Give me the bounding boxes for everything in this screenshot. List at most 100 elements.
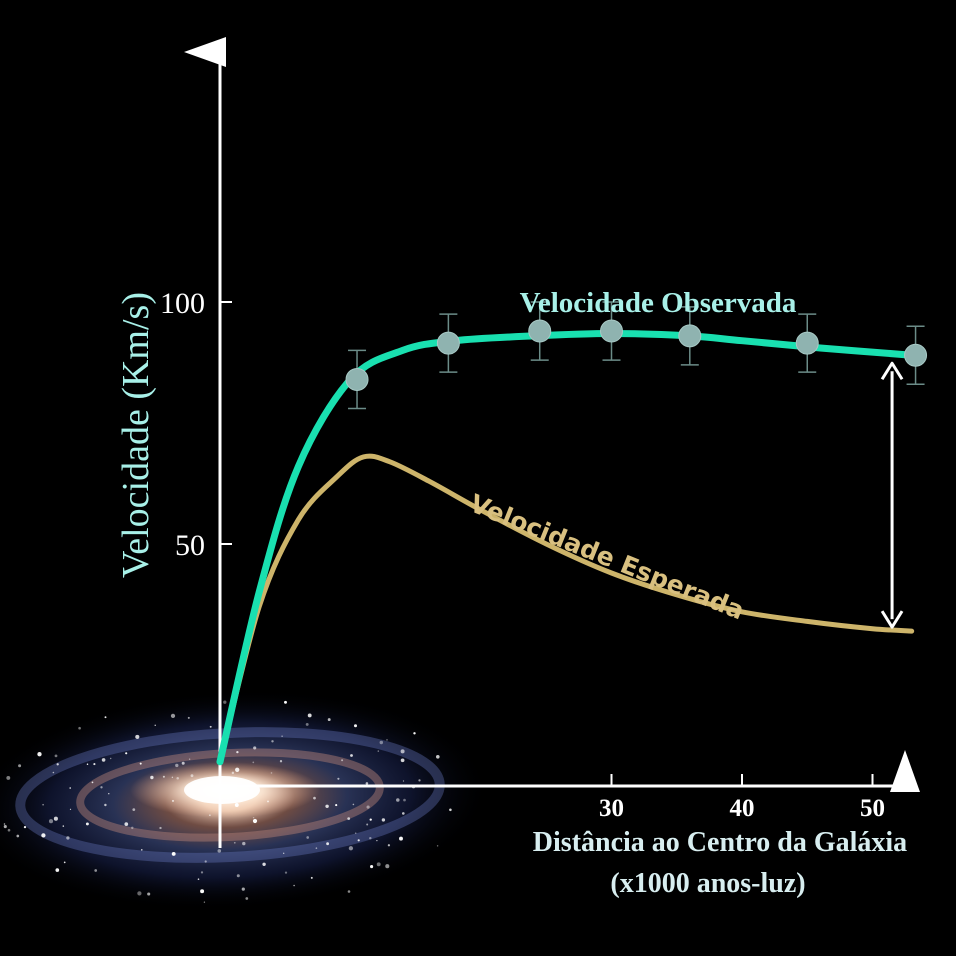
star [252,818,258,824]
star [181,761,185,765]
star [366,823,369,826]
galaxy-image [0,689,490,911]
star [62,825,65,827]
star [310,876,313,879]
star [235,767,240,772]
star [171,799,175,802]
star [159,826,162,830]
star [270,772,273,774]
star [350,754,353,757]
star [93,763,96,766]
star [141,849,143,851]
star [203,901,206,903]
star [85,822,89,826]
star [284,871,288,874]
star [135,734,140,739]
velocity-difference-arrow [880,361,904,629]
star [48,819,54,824]
star [78,726,81,730]
star [18,764,22,768]
star [188,758,191,760]
star [41,833,46,838]
star [3,825,7,829]
star [187,716,190,719]
star [377,750,380,752]
star [234,803,239,807]
star [315,847,318,849]
star [436,755,440,759]
star [54,754,58,758]
star [281,735,283,737]
star [69,808,72,810]
star [283,852,285,854]
x-tick-label: 40 [730,795,755,822]
star [386,739,388,741]
x-axis-label-line1: Distância ao Centro da Galáxia [533,827,907,858]
star [252,761,255,764]
star [204,860,207,863]
star [245,897,249,900]
star [418,779,421,782]
observed-marker [678,324,702,348]
star [53,816,58,821]
star [16,834,20,838]
x-axis-ticks: 30 40 50 [599,774,885,822]
star [337,777,340,780]
observed-point [904,325,928,386]
star [125,752,128,755]
observed-series-label: Velocidade Observada [520,287,797,319]
star [387,844,391,847]
star [370,865,374,869]
star [305,722,309,726]
star [279,760,283,763]
x-tick-label: 50 [860,795,885,822]
star [267,800,269,803]
star [176,777,179,780]
star [379,740,384,745]
star [396,798,400,802]
observed-point [795,313,819,373]
y-tick-label: 100 [160,287,205,320]
observed-marker [795,331,819,355]
star [400,758,405,763]
star [171,851,176,856]
star [366,805,370,809]
star [66,836,70,840]
star [252,816,255,819]
star [399,836,403,841]
star [436,845,439,847]
star [132,808,136,811]
star [307,713,312,718]
star [223,700,227,704]
star [139,762,142,765]
star [124,822,129,826]
star [131,826,134,830]
star [347,817,351,820]
star [401,812,405,815]
star [284,700,287,704]
x-axis-label-line2: (x1000 anos-luz) [610,868,805,899]
observed-point [678,306,702,366]
star [52,771,55,774]
star [170,713,176,719]
star [6,775,11,780]
star [335,804,338,807]
star [37,752,42,757]
star [154,724,156,726]
arrow-head-bottom [880,610,904,629]
star [100,786,103,789]
observed-marker [904,343,928,367]
star [63,861,66,864]
x-tick-label: 30 [599,795,624,822]
star [365,782,369,785]
star [341,759,344,762]
star [171,776,174,779]
star [262,862,266,866]
star [108,793,110,795]
star [190,774,194,778]
star [200,871,204,874]
observed-marker [600,319,623,343]
star [217,849,222,853]
star [327,718,331,722]
star [23,825,27,829]
